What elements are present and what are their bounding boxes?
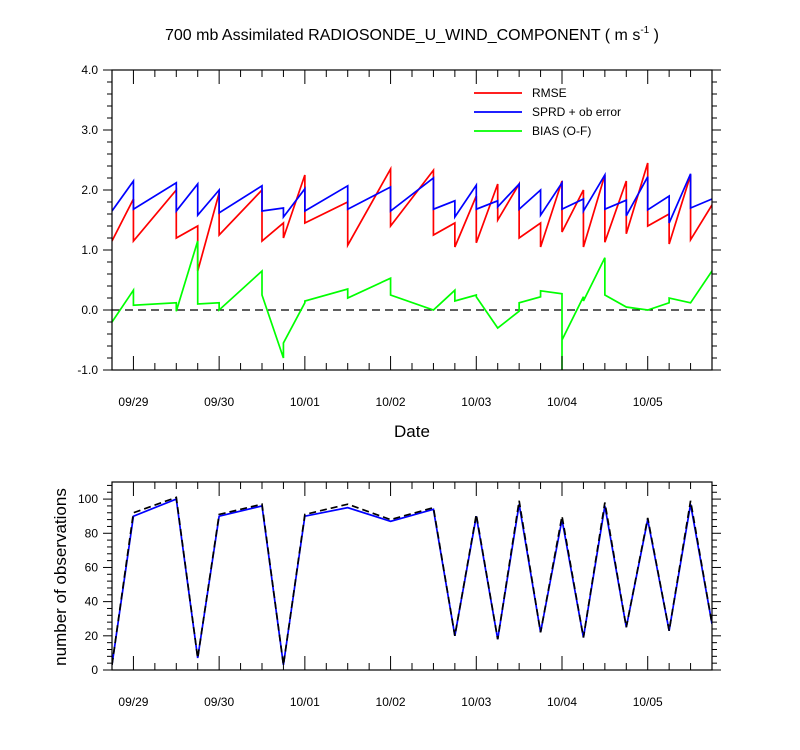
x-tick-label: 09/30 — [204, 695, 234, 709]
y-tick-label: 4.0 — [81, 63, 98, 77]
y-tick-label: 1.0 — [81, 243, 98, 257]
series-line-observations-possible — [112, 496, 712, 665]
x-tick-label: 09/29 — [118, 695, 148, 709]
y-axis-title: number of observations — [51, 488, 70, 666]
title-close: ) — [649, 27, 659, 44]
legend-label: RMSE — [532, 86, 567, 100]
series-line-bias-o-f — [112, 240, 712, 370]
series-line-observations-used — [112, 497, 712, 665]
y-tick-label: 0 — [91, 663, 98, 677]
top-chart: 700 mb Assimilated RADIOSONDE_U_WIND_COM… — [77, 25, 721, 441]
x-axis-title: Date — [394, 422, 430, 441]
y-tick-label: -1.0 — [77, 363, 98, 377]
x-tick-label: 10/02 — [376, 695, 406, 709]
series-line-rmse — [112, 162, 712, 272]
bottom-chart: 0 20 40 60 80 100 09/29 09/30 10/01 10/02 10/03 10/… — [51, 481, 721, 709]
x-tick-label: 10/01 — [290, 695, 320, 709]
y-tick-label: 40 — [85, 595, 99, 609]
x-tick-label: 10/04 — [547, 395, 577, 409]
legend-label: SPRD + ob error — [532, 105, 621, 119]
plot-frame — [111, 481, 713, 671]
series-line-sprd-ob-error — [112, 171, 712, 224]
y-tick-label: 20 — [85, 629, 99, 643]
y-tick-label: 80 — [85, 526, 99, 540]
x-tick-label: 10/04 — [547, 695, 577, 709]
y-tick-label: 0.0 — [81, 303, 98, 317]
plot-frame — [111, 69, 713, 371]
y-tick-label: 60 — [85, 560, 99, 574]
title-superscript: -1 — [640, 25, 649, 36]
x-tick-label: 10/01 — [290, 395, 320, 409]
x-tick-label: 10/05 — [633, 395, 663, 409]
x-tick-label: 09/30 — [204, 395, 234, 409]
x-tick-label: 10/03 — [461, 395, 491, 409]
x-tick-label: 10/05 — [633, 695, 663, 709]
y-tick-label: 100 — [78, 492, 98, 506]
y-tick-label: 2.0 — [81, 183, 98, 197]
title-main: 700 mb Assimilated RADIOSONDE_U_WIND_COM… — [165, 27, 640, 44]
legend-label: BIAS (O-F) — [532, 124, 591, 138]
legend: RMSE SPRD + ob error BIAS (O-F) — [474, 86, 621, 138]
chart-title: 700 mb Assimilated RADIOSONDE_U_WIND_COM… — [165, 25, 659, 44]
x-tick-label: 10/02 — [376, 395, 406, 409]
x-tick-label: 10/03 — [461, 695, 491, 709]
x-tick-label: 09/29 — [118, 395, 148, 409]
y-tick-label: 3.0 — [81, 123, 98, 137]
